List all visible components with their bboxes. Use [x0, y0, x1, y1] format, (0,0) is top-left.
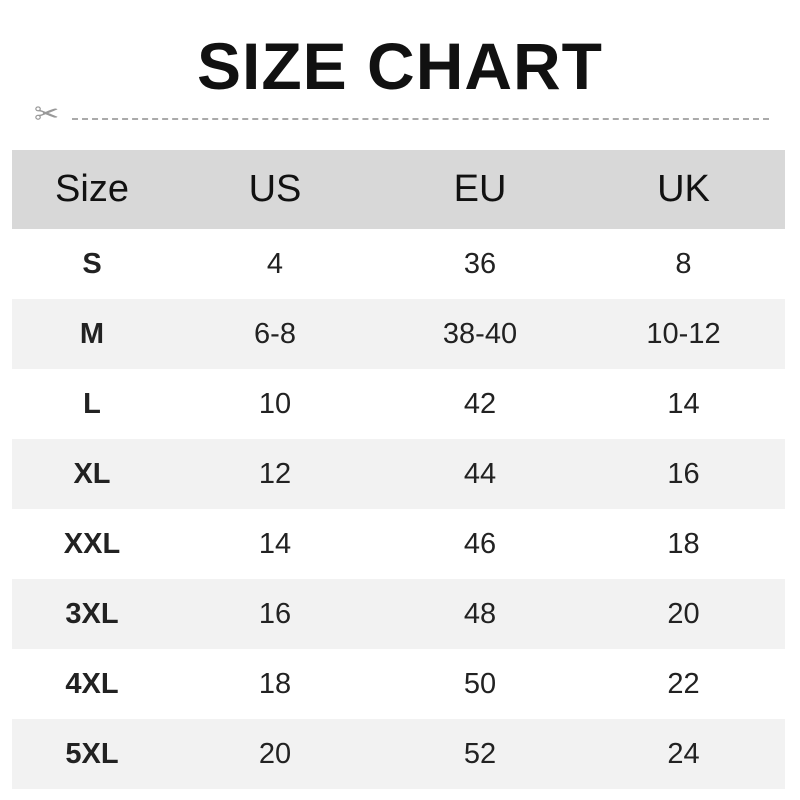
cell-size: S: [82, 247, 102, 280]
cell-us: 18: [258, 667, 292, 700]
cell-size: 3XL: [65, 597, 119, 630]
table-row: L 10 42 14: [12, 369, 785, 439]
table-row: M 6-8 38-40 10-12: [12, 299, 785, 369]
cell-uk: 24: [667, 737, 700, 770]
cell-us: 12: [258, 457, 292, 490]
cell-size: L: [83, 387, 101, 420]
cell-us: 6-8: [254, 317, 296, 350]
cell-uk: 8: [675, 247, 692, 280]
table-row: XL 12 44 16: [12, 439, 785, 509]
cell-size: XL: [73, 457, 111, 490]
cell-size: XXL: [63, 527, 121, 560]
cell-eu: 42: [463, 387, 497, 420]
cell-eu: 38-40: [442, 317, 518, 350]
table-header: Size US EU UK: [12, 150, 785, 229]
cell-us: 10: [258, 387, 292, 420]
cell-us: 16: [258, 597, 292, 630]
cell-eu: 44: [463, 457, 497, 490]
header-size: Size: [55, 168, 129, 210]
cell-us: 14: [258, 527, 292, 560]
cell-uk: 22: [667, 667, 700, 700]
table-row: XXL 14 46 18: [12, 509, 785, 579]
header-uk: UK: [657, 168, 710, 210]
dashed-divider: [72, 118, 769, 120]
cell-eu: 36: [463, 247, 497, 280]
cut-line: ✂: [34, 100, 769, 132]
cell-uk: 20: [667, 597, 700, 630]
header-eu: EU: [453, 168, 507, 210]
cell-eu: 48: [463, 597, 497, 630]
cell-size: M: [79, 317, 105, 350]
cell-size: 5XL: [65, 737, 119, 770]
cell-uk: 14: [667, 387, 700, 420]
cell-size: 4XL: [65, 667, 119, 700]
cell-us: 20: [258, 737, 292, 770]
cell-us: 4: [266, 247, 284, 280]
cell-eu: 52: [463, 737, 497, 770]
scissors-icon: ✂: [34, 98, 60, 131]
table-row: S 4 36 8: [12, 229, 785, 299]
cell-uk: 10-12: [646, 317, 721, 350]
table-row: 5XL 20 52 24: [12, 719, 785, 789]
size-table: Size US EU UK S 4 36 8 M 6-8 38-40 10-12 L 10 42 14…: [12, 150, 785, 789]
cell-eu: 46: [463, 527, 497, 560]
page-title: SIZE CHART: [197, 29, 603, 103]
cell-uk: 18: [667, 527, 700, 560]
table-row: 4XL 18 50 22: [12, 649, 785, 719]
table-row: 3XL 16 48 20: [12, 579, 785, 649]
header-us: US: [248, 168, 302, 210]
cell-uk: 16: [667, 457, 700, 490]
cell-eu: 50: [463, 667, 497, 700]
